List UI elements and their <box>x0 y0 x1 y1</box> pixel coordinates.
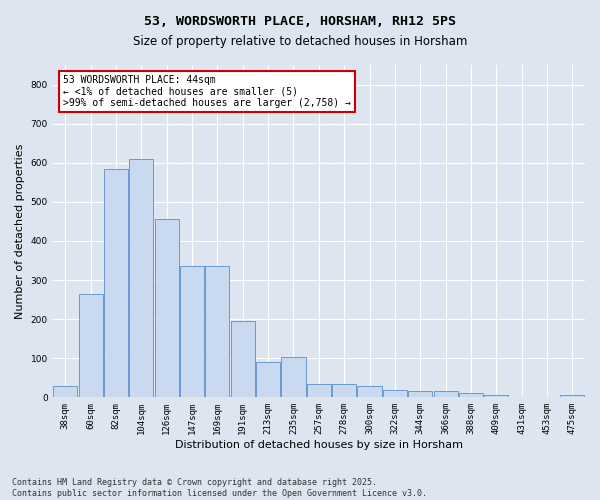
Bar <box>53 386 77 398</box>
Bar <box>408 392 432 398</box>
Bar <box>231 321 255 398</box>
Bar <box>256 362 280 398</box>
Bar <box>484 396 508 398</box>
Bar <box>130 159 154 398</box>
Text: Contains HM Land Registry data © Crown copyright and database right 2025.
Contai: Contains HM Land Registry data © Crown c… <box>12 478 427 498</box>
X-axis label: Distribution of detached houses by size in Horsham: Distribution of detached houses by size … <box>175 440 463 450</box>
Bar <box>281 358 305 398</box>
Bar <box>180 266 204 398</box>
Bar <box>434 392 458 398</box>
Bar <box>459 392 483 398</box>
Bar <box>104 168 128 398</box>
Bar <box>560 396 584 398</box>
Bar <box>332 384 356 398</box>
Bar <box>383 390 407 398</box>
Bar <box>358 386 382 398</box>
Bar <box>307 384 331 398</box>
Text: 53, WORDSWORTH PLACE, HORSHAM, RH12 5PS: 53, WORDSWORTH PLACE, HORSHAM, RH12 5PS <box>144 15 456 28</box>
Bar <box>155 220 179 398</box>
Bar <box>205 266 229 398</box>
Bar <box>79 294 103 398</box>
Y-axis label: Number of detached properties: Number of detached properties <box>15 144 25 319</box>
Text: Size of property relative to detached houses in Horsham: Size of property relative to detached ho… <box>133 35 467 48</box>
Text: 53 WORDSWORTH PLACE: 44sqm
← <1% of detached houses are smaller (5)
>99% of semi: 53 WORDSWORTH PLACE: 44sqm ← <1% of deta… <box>64 75 351 108</box>
